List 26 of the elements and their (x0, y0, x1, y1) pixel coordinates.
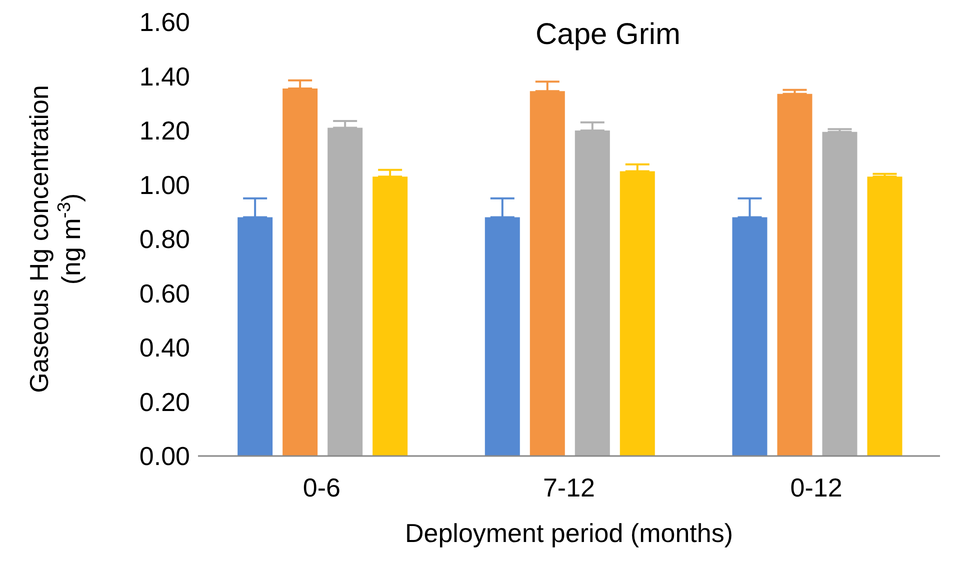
bar (372, 176, 408, 456)
bar (574, 130, 610, 456)
bar (822, 132, 858, 456)
y-tick-label: 0.20 (139, 386, 190, 417)
y-tick-label: 0.60 (139, 278, 190, 308)
bar (620, 171, 655, 456)
bar (732, 217, 768, 456)
bar (530, 91, 565, 456)
y-tick-label: 1.20 (139, 116, 190, 146)
x-tick-label: 0-6 (302, 472, 340, 502)
y-tick-label: 0.80 (139, 224, 190, 254)
bar (867, 176, 902, 456)
y-tick-label: 1.00 (139, 170, 190, 200)
y-tick-label: 1.60 (139, 7, 190, 38)
bar (238, 217, 273, 456)
y-tick-label: 0.00 (139, 441, 190, 472)
bar (282, 88, 318, 456)
chart-title: Cape Grim (534, 18, 682, 52)
bar (484, 217, 520, 456)
x-tick-label: 7-12 (542, 472, 596, 502)
bar (328, 128, 363, 456)
x-tick-label: 0-12 (790, 472, 842, 502)
bar (777, 94, 812, 456)
y-tick-label: 1.40 (139, 61, 190, 92)
y-tick-label: 0.40 (139, 332, 190, 363)
x-axis-title: Deployment period (months) (404, 518, 734, 548)
